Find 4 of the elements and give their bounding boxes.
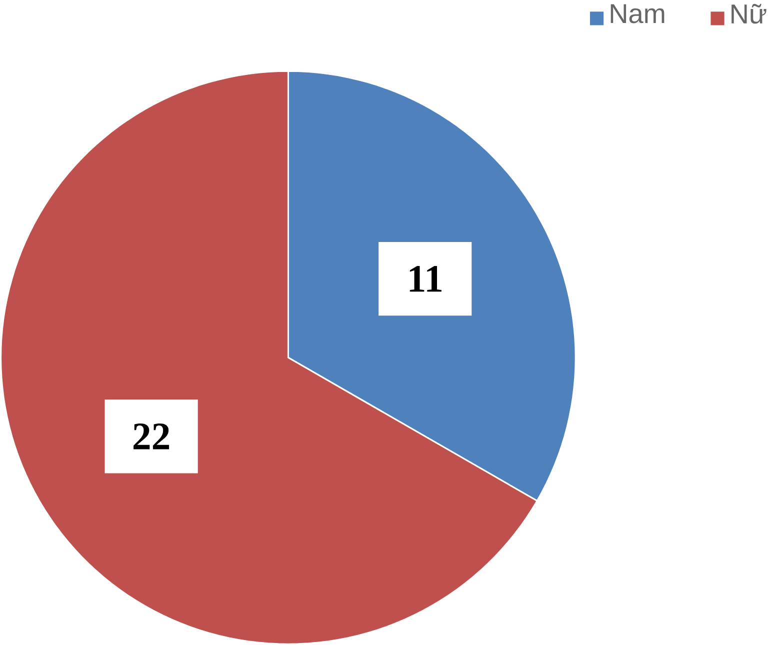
legend-label: Nữ bbox=[732, 4, 766, 24]
data-label: 11 bbox=[410, 266, 442, 292]
data-label: 22 bbox=[134, 424, 170, 450]
legend-label: Nam bbox=[610, 4, 664, 24]
